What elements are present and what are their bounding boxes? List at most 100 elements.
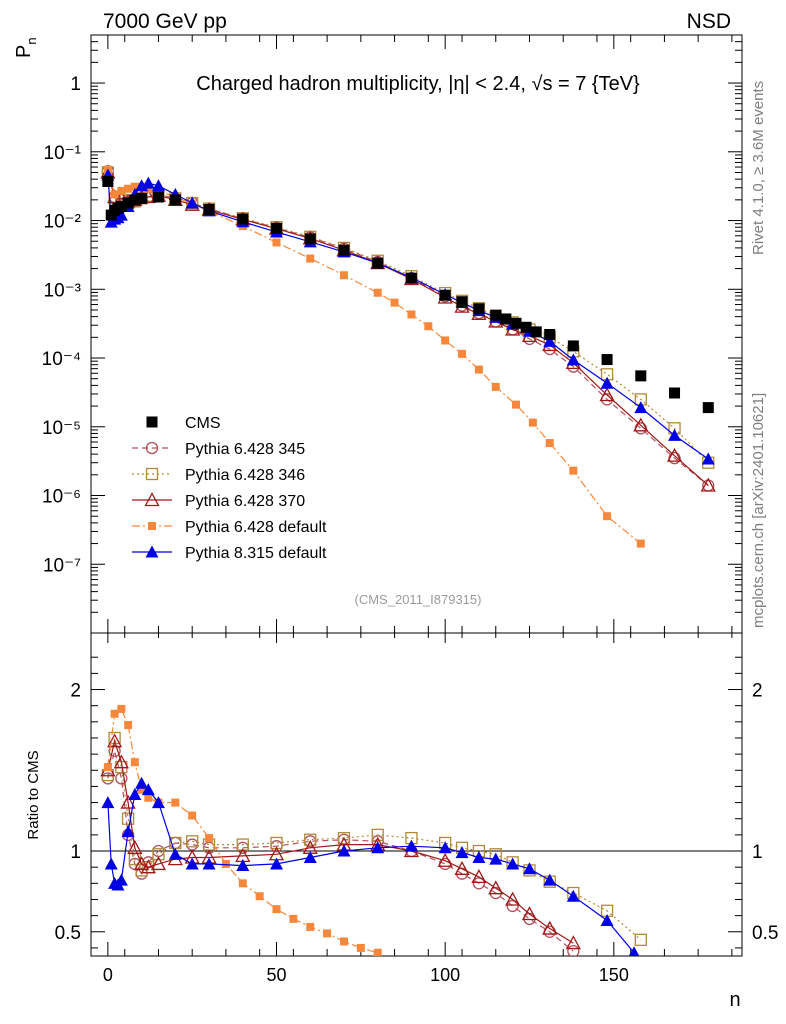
ratio-point-pythia-6-428-370 [488,880,504,895]
y-axis-label-main: Pn [13,37,39,58]
ratio-point-pythia-6-428-370 [542,920,558,935]
data-point-pythia-6-428-default [110,190,119,199]
ratio-point-pythia-8-315-default [121,825,135,838]
data-point-pythia-6-428-default [144,184,153,193]
data-point-cms [129,194,141,206]
ratio-point-pythia-6-428-370 [521,906,538,921]
data-point-pythia-8-315-default [185,196,199,209]
data-point-cms [169,194,181,206]
y-tick-label-main: 10⁻⁵ [42,418,81,439]
x-tick-label: 150 [599,965,629,985]
data-point-pythia-8-315-default [634,401,648,414]
data-point-cms [490,309,502,321]
data-point-pythia-8-315-default [566,353,580,366]
ratio-point-pythia-8-315-default [472,850,486,863]
data-point-pythia-6-428-default [512,400,521,409]
ratio-point-pythia-6-428-345 [472,877,486,890]
ratio-point-pythia-6-428-default [272,905,281,914]
ratio-point-pythia-6-428-346 [152,848,165,861]
legend-marker [145,545,159,558]
ratio-point-pythia-8-315-default [141,783,155,796]
ratio-point-pythia-6-428-default [188,811,197,820]
data-point-cms [405,272,417,284]
data-point-cms [136,192,148,204]
ratio-point-pythia-6-428-default [171,798,180,807]
ratio-point-pythia-8-315-default [506,857,520,870]
legend-marker [145,441,159,455]
data-point-pythia-6-428-default [545,439,554,448]
legend-label: CMS [185,415,221,432]
ratio-point-pythia-6-428-default [130,758,139,767]
data-point-cms [702,402,714,414]
ratio-point-pythia-6-428-default [339,937,348,946]
ratio-point-pythia-6-428-370 [454,860,470,875]
ratio-point-pythia-6-428-346 [337,831,351,845]
data-point-cms [520,321,532,333]
ratio-point-pythia-8-315-default [371,841,385,854]
ratio-line-pythia-6-428-370 [107,738,574,944]
data-point-cms [237,213,249,225]
ratio-point-pythia-6-428-370 [120,794,136,809]
ratio-point-pythia-6-428-default [110,709,119,718]
data-point-cms [439,289,451,301]
data-point-cms [338,244,350,256]
ratio-point-pythia-6-428-370 [127,839,143,854]
data-point-pythia-6-428-default [306,254,315,263]
energy-beam-label: 7000 GeV pp [103,10,227,33]
source-url-label: mcplots.cern.ch [arXiv:2401.10621] [750,393,767,628]
data-point-cms [601,354,613,366]
ratio-point-pythia-6-428-default [306,922,315,931]
data-point-pythia-6-428-default [636,539,645,548]
data-point-cms [271,222,283,234]
y-tick-label-main: 10⁻¹ [44,143,82,164]
data-point-cms [122,197,134,209]
data-point-cms [203,203,215,215]
ratio-point-pythia-8-315-default [628,946,640,956]
ratio-point-pythia-8-315-default [337,844,351,857]
ratio-point-pythia-6-428-default [103,763,112,772]
data-point-cms [304,233,316,245]
ratio-point-pythia-6-428-370 [113,754,129,769]
data-point-pythia-6-428-default [458,349,467,358]
ratio-point-pythia-8-315-default [151,796,165,809]
data-point-pythia-6-428-370 [666,447,683,462]
ratio-point-pythia-8-315-default [101,796,115,809]
series-line-pythia-6-428-default [107,169,642,545]
data-point-pythia-8-315-default [701,452,715,465]
ratio-point-pythia-6-428-345 [108,744,121,758]
ratio-point-pythia-6-428-370 [134,856,150,871]
ratio-point-pythia-6-428-370 [505,891,521,906]
process-label: NSD [687,10,731,33]
data-point-cms [567,340,579,352]
axis-ticks: 0 50 100 150 1 10⁻¹ 10⁻² 10⁻³ 10⁻⁴ 10⁻⁵ 10⁻⁶ 10⁻⁷ 2 2… [42,34,778,985]
x-tick-label: 50 [267,965,287,985]
ratio-line-pythia-6-428-346 [107,737,642,941]
ratio-point-pythia-8-315-default [543,873,557,886]
ratio-plot-frame [90,632,743,957]
ratio-point-pythia-6-428-370 [107,733,123,748]
y-tick-label-ratio: 2 [70,681,81,702]
y-tick-label-main: 10⁻⁶ [42,487,81,508]
y-tick-label-main: 10⁻² [44,212,82,233]
ratio-point-pythia-6-428-370 [150,856,167,871]
data-point-pythia-6-428-370 [700,477,716,492]
data-point-pythia-8-315-default [600,376,614,389]
legend-marker [146,416,158,428]
data-point-cms [530,326,542,338]
data-point-pythia-6-428-default [117,186,126,195]
y-axis-label-ratio: Ratio to CMS [25,750,42,839]
y-tick-label-ratio-right: 2 [752,681,763,702]
ratio-point-pythia-6-428-default [221,859,230,868]
x-tick-label: 0 [103,965,113,985]
ratio-point-pythia-8-315-default [522,862,536,875]
ratio-point-pythia-8-315-default [202,857,216,870]
y-tick-label-main: 10⁻⁷ [43,555,81,576]
ratio-point-pythia-8-315-default [104,857,118,870]
legend-marker [145,467,159,481]
ratio-point-pythia-6-428-default [238,879,247,888]
chart-title: Charged hadron multiplicity, |η| < 2.4, … [196,73,640,95]
data-point-pythia-6-428-370 [599,387,615,402]
ratio-point-pythia-6-428-346 [371,828,384,842]
y-tick-label-ratio-right: 0.5 [752,923,778,944]
data-point-pythia-6-428-default [424,322,433,331]
